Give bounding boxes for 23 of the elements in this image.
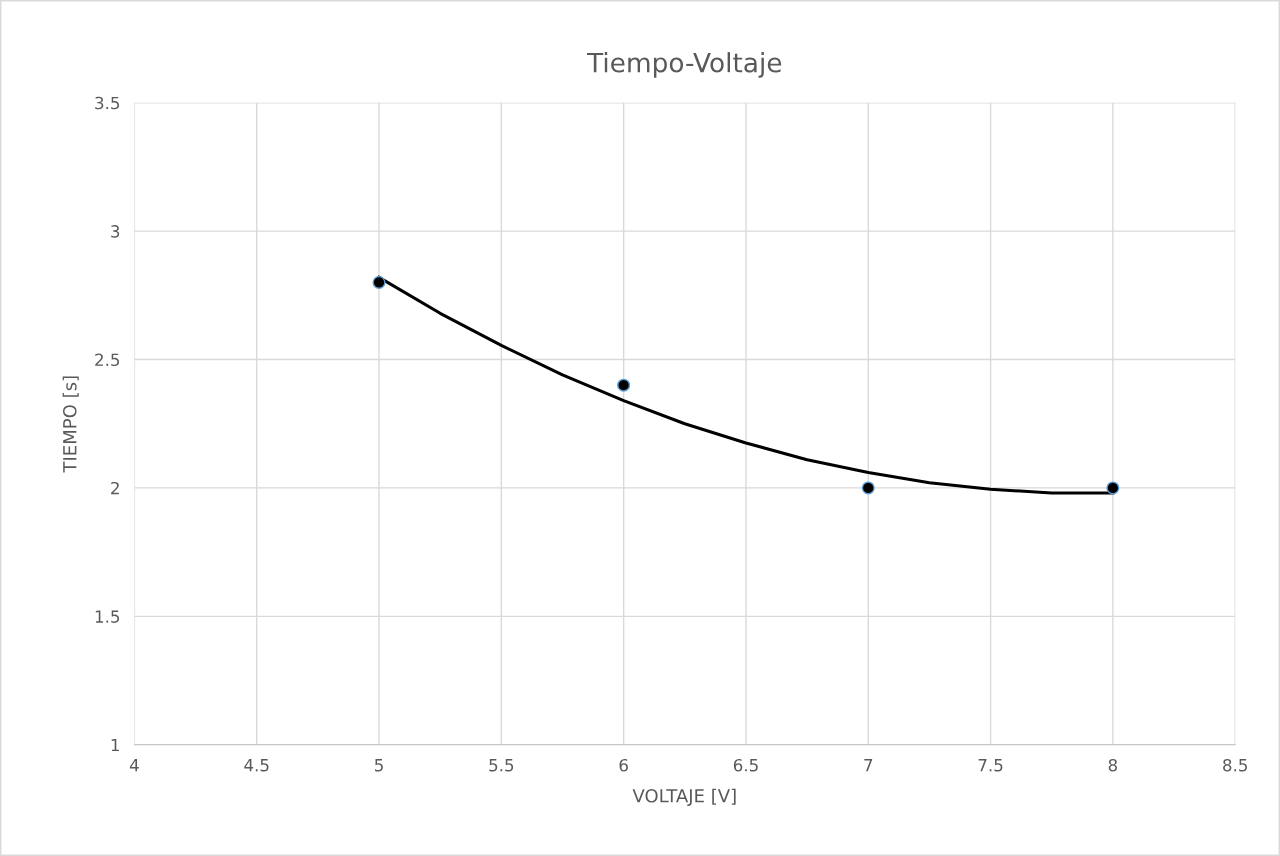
point	[1106, 481, 1120, 495]
x-tick-label: 8	[1108, 758, 1118, 772]
y-tick-label: 3.5	[95, 96, 120, 110]
x-tick-label: 5	[375, 759, 383, 772]
x-tick-label: 8.5	[1223, 758, 1247, 772]
chart-title: Tiempo-Voltaje	[586, 52, 782, 78]
point	[861, 481, 875, 495]
point	[372, 275, 386, 289]
x-axis-title: VOLTAJE [V]	[632, 788, 736, 806]
y-tick-label: 1	[111, 738, 119, 752]
x-tick-label: 6.5	[733, 758, 758, 772]
x-tick-label: 4.5	[244, 759, 269, 772]
x-tick-label: 6	[619, 758, 628, 772]
x-tick-label: 5.5	[489, 759, 514, 772]
y-tick-label: 3	[111, 225, 120, 238]
y-tick-label: 2.5	[95, 353, 120, 367]
x-tick-label: 7	[864, 759, 873, 772]
x-tick-label: 7.5	[978, 759, 1003, 772]
x-tick-label: 4	[129, 759, 139, 772]
point	[617, 378, 631, 392]
y-tick-label: 1.5	[95, 610, 120, 623]
y-axis-title: TIEMPO [s]	[62, 376, 79, 473]
y-tick-label: 2	[111, 481, 119, 495]
